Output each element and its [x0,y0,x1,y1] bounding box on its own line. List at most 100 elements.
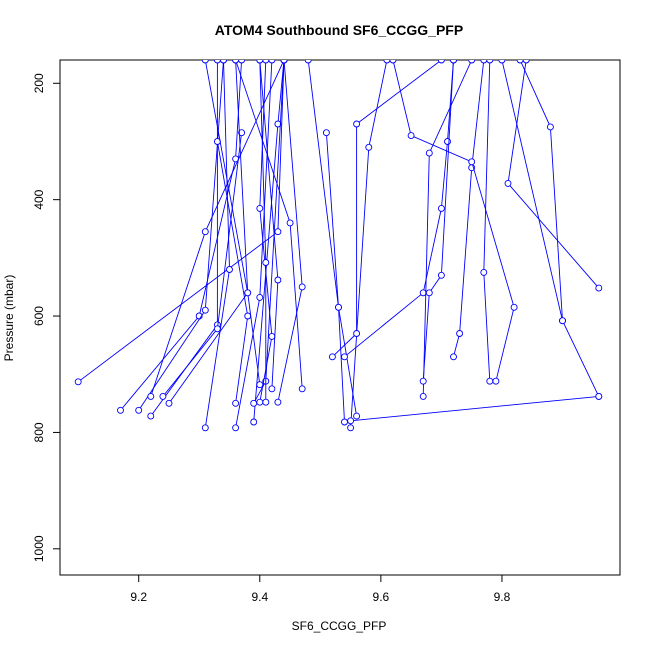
profile-10 [213,138,252,407]
data-point [456,330,464,337]
data-point [298,283,306,291]
data-point [232,60,240,64]
profile-13 [201,60,264,389]
data-point [213,325,221,333]
data-point [486,377,494,385]
profile-8 [201,60,233,432]
profile-line [138,60,224,411]
data-point [365,143,373,151]
profile-line [344,60,454,358]
profile-16 [256,60,282,393]
data-point [480,268,488,276]
data-point [335,303,342,311]
data-point [353,330,361,337]
data-point [546,123,554,131]
data-point [437,60,445,64]
data-point [274,276,282,284]
data-point [498,60,506,64]
data-point [516,60,524,64]
profile-line [350,395,599,422]
profile-line [277,60,303,403]
data-point [304,60,312,64]
data-point [244,289,252,297]
data-point [256,293,264,301]
data-point [262,60,270,64]
profile-6 [159,129,246,400]
y-tick-label: 1000 [32,535,46,562]
profile-26 [419,60,457,385]
y-axis: 200 400 600 800 1000 [32,73,60,562]
chart-title: ATOM4 Southbound SF6_CCGG_PFP [215,22,463,38]
data-point [522,60,530,64]
x-axis-label: SF6_CCGG_PFP [292,619,387,633]
profile-3 [135,60,227,414]
data-point [595,284,603,292]
data-point [444,138,451,145]
data-point [74,378,82,386]
profile-29 [389,60,518,385]
data-point [268,60,276,64]
data-point [322,129,330,137]
data-point [559,317,566,325]
profile-line [259,60,279,389]
y-tick-label: 200 [32,73,46,93]
profile-line [120,60,243,411]
data-point [504,179,512,187]
data-point [147,412,155,420]
data-point [280,60,288,64]
data-point [425,149,433,157]
data-point [201,228,209,236]
data-point [274,398,282,406]
data-point [268,332,276,340]
data-point [353,412,361,420]
profile-20 [347,60,391,432]
data-point [419,392,427,400]
plot-frame [59,59,621,576]
data-point [238,60,246,64]
data-point [220,60,227,64]
y-axis-label: Pressure (mbar) [2,275,16,362]
data-point [450,60,457,64]
profile-27 [450,60,488,361]
y-tick-label: 800 [32,422,46,442]
data-point [486,60,494,64]
profile-31 [504,60,603,292]
profile-21 [347,392,603,425]
data-point [117,406,124,414]
data-point [250,418,258,426]
profile-23 [328,60,445,361]
profile-25 [419,60,476,400]
data-point [256,60,264,64]
profile-15 [256,60,270,406]
x-tick-label: 9.2 [130,590,147,604]
data-point [450,353,457,361]
y-tick-label: 600 [32,306,46,326]
x-axis: 9.2 9.4 9.6 9.8 [130,575,511,604]
data-point [492,377,500,385]
profile-line [501,60,600,397]
data-point [341,418,348,426]
data-point [419,377,427,385]
data-point [341,353,348,361]
data-point [262,398,270,406]
data-point [286,219,294,227]
data-point [347,417,355,425]
data-point [201,306,209,314]
data-point [389,60,397,64]
profile-line [392,60,515,382]
profile-24 [341,60,457,361]
data-point [256,381,264,389]
data-point [274,228,282,236]
profile-line [216,141,249,404]
data-point [159,392,167,400]
profile-22 [304,60,361,420]
profile-line [332,60,442,358]
profile-32 [498,60,603,400]
data-point [468,158,476,166]
profile-19 [322,129,348,426]
data-point [328,353,336,361]
data-point [347,424,355,432]
data-point [201,424,209,432]
data-point [595,392,603,400]
